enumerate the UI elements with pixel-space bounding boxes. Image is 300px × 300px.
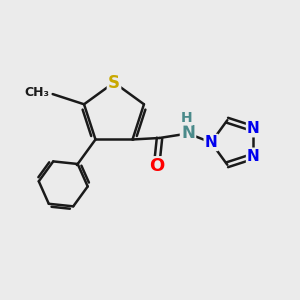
Text: O: O (149, 158, 164, 175)
Text: H: H (181, 111, 192, 125)
Text: N: N (181, 124, 195, 142)
Text: CH₃: CH₃ (25, 86, 50, 99)
Text: S: S (108, 74, 120, 92)
Text: N: N (247, 121, 260, 136)
Text: N: N (247, 149, 260, 164)
Text: N: N (205, 135, 218, 150)
